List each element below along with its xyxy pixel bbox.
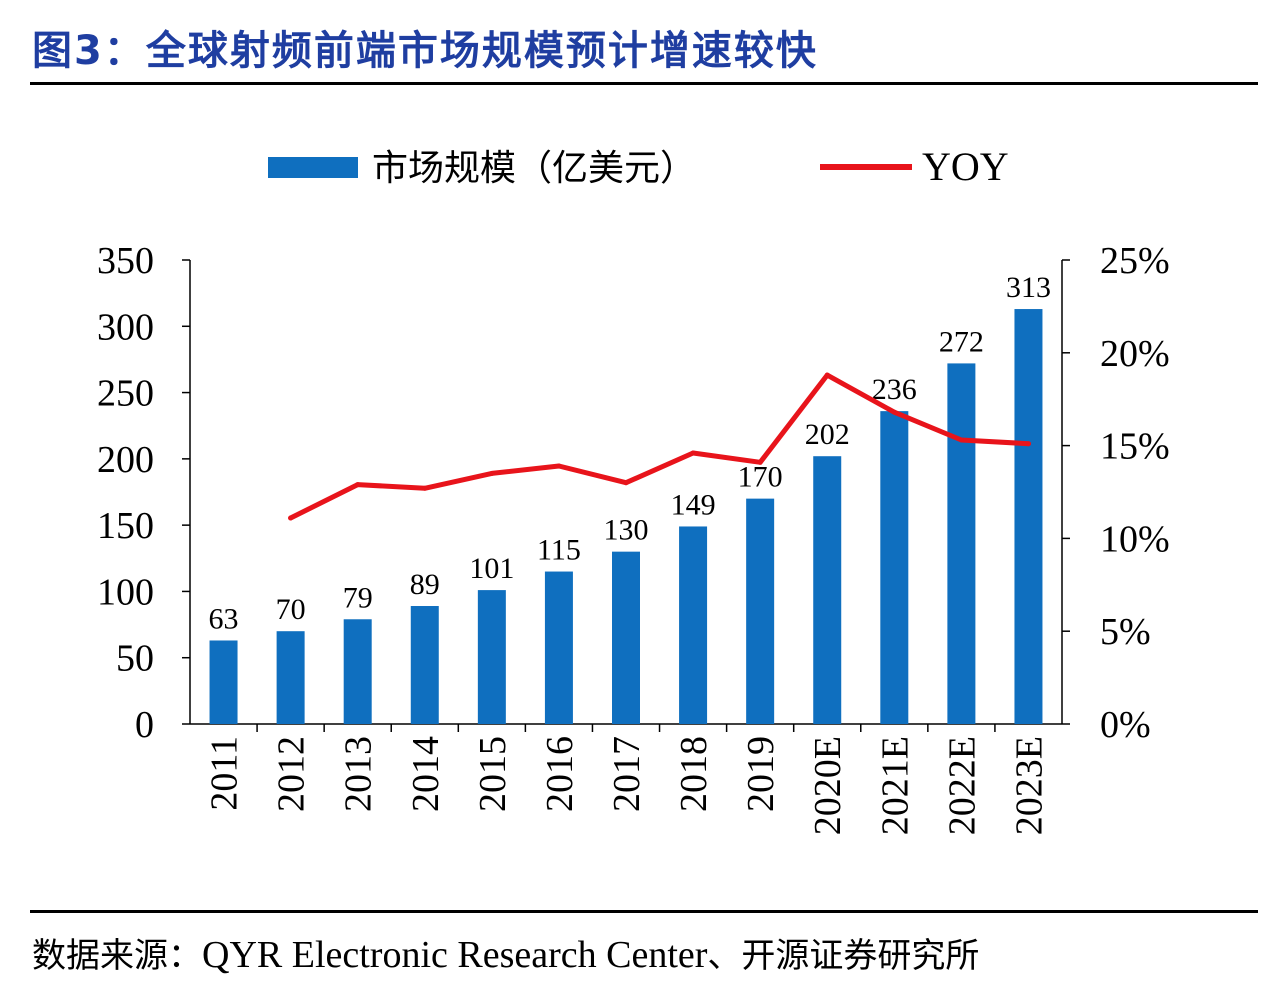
y-left-tick-label: 100 [97,571,154,613]
bar [410,606,439,724]
y-right-tick-label: 25% [1100,240,1170,282]
yoy-point [1025,441,1031,447]
bar-data-label: 79 [343,581,373,614]
bar [544,571,573,724]
x-category-label: 2022E [941,736,983,835]
bar [1014,309,1043,724]
x-category-label: 2018 [673,736,715,812]
yoy-point [355,482,361,488]
x-category-label: 2020E [807,736,849,835]
bar [343,619,372,724]
yoy-point [623,480,629,486]
legend-swatch-bar [268,157,358,178]
bar-data-label: 202 [805,418,850,451]
y-left-tick-label: 50 [116,638,154,680]
bottom-rule [30,910,1258,913]
top-rule [30,82,1258,85]
yoy-point [958,437,964,443]
x-category-label: 2021E [874,736,916,835]
bar [679,526,708,724]
bar-data-label: 313 [1006,271,1051,304]
y-right-tick-label: 5% [1100,611,1151,653]
x-category-label: 2023E [1008,736,1050,835]
yoy-point [288,515,294,521]
y-left-tick-label: 300 [97,306,154,348]
figure-title: 图3：全球射频前端市场规模预计增速较快 [32,28,818,74]
y-left-tick-label: 0 [135,704,154,746]
bar [880,411,909,724]
bar-data-label: 70 [276,593,306,626]
y-right-tick-label: 10% [1100,518,1170,560]
yoy-point [891,409,897,415]
yoy-line [288,372,1031,521]
x-category-label: 2013 [338,736,380,812]
source-label: 数据来源： [32,936,202,976]
bar [276,631,305,724]
x-category-label: 2015 [472,736,514,812]
legend-label-line: YOY [922,144,1009,189]
legend-label-bar: 市场规模（亿美元） [372,148,696,189]
y-left-tick-label: 150 [97,505,154,547]
yoy-point [690,450,696,456]
bar-data-label: 89 [410,568,440,601]
yoy-point [422,485,428,491]
market-size-chart: 市场规模（亿美元） YOY 0 50 100 150 200 250 300 350 0% 5% 10%… [97,144,1170,835]
x-category-label: 2017 [606,736,648,812]
x-category-label: 2016 [539,736,581,812]
source-suffix: 、开源证券研究所 [707,936,980,976]
bar [209,640,238,724]
bar-data-label: 130 [604,514,649,547]
bar-data-label: 101 [469,552,514,585]
bar-data-label: 272 [939,325,984,358]
bar [746,498,775,724]
y-right-tick-label: 20% [1100,333,1170,375]
yoy-point [556,463,562,469]
y-right-tick-label: 15% [1100,426,1170,468]
y-right-tick-label: 0% [1100,704,1151,746]
x-category-label: 2014 [405,736,447,812]
bar [477,590,506,724]
yoy-point [757,459,763,465]
y-left-tick-label: 200 [97,439,154,481]
y-left-tick-label: 350 [97,240,154,282]
source-text: QYR Electronic Research Center [202,934,708,976]
source-note: 数据来源：QYR Electronic Research Center、开源证券… [32,928,979,977]
bar-data-label: 63 [209,602,239,635]
bar [947,363,976,724]
yoy-point [489,470,495,476]
x-category-label: 2019 [740,736,782,812]
bar-data-label: 149 [671,488,716,521]
bar-data-label: 170 [738,461,783,494]
bar [813,456,842,724]
bar [612,551,640,724]
x-category-label: 2011 [204,736,246,811]
x-category-label: 2012 [271,736,313,812]
y-left-tick-label: 250 [97,373,154,415]
yoy-point [824,372,830,378]
bar-data-label: 115 [537,534,581,567]
bar-data-label: 236 [872,373,917,406]
